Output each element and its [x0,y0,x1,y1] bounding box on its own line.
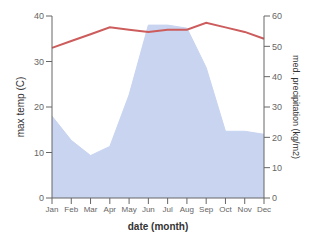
svg-text:40: 40 [272,72,282,82]
svg-text:30: 30 [272,102,282,112]
svg-text:Apr: Apr [104,205,117,214]
svg-text:Oct: Oct [219,205,232,214]
svg-text:60: 60 [272,11,282,21]
svg-text:0: 0 [272,193,277,203]
svg-text:10: 10 [272,163,282,173]
svg-text:max temp (C): max temp (C) [15,77,26,138]
svg-text:20: 20 [272,133,282,143]
svg-text:50: 50 [272,42,282,52]
svg-text:date (month): date (month) [128,221,189,232]
svg-text:med. precipitation (kg/m2): med. precipitation (kg/m2) [291,55,301,159]
svg-text:Jan: Jan [46,205,59,214]
svg-text:Jul: Jul [163,205,173,214]
svg-text:40: 40 [34,11,44,21]
svg-text:May: May [122,205,137,214]
svg-text:20: 20 [34,102,44,112]
svg-text:Mar: Mar [84,205,98,214]
svg-text:Dec: Dec [257,205,271,214]
svg-text:Nov: Nov [238,205,252,214]
svg-text:10: 10 [34,148,44,158]
svg-text:Jun: Jun [142,205,155,214]
svg-text:30: 30 [34,57,44,67]
svg-text:0: 0 [39,193,44,203]
svg-text:Feb: Feb [64,205,78,214]
svg-text:Sep: Sep [199,205,214,214]
svg-text:Aug: Aug [180,205,194,214]
